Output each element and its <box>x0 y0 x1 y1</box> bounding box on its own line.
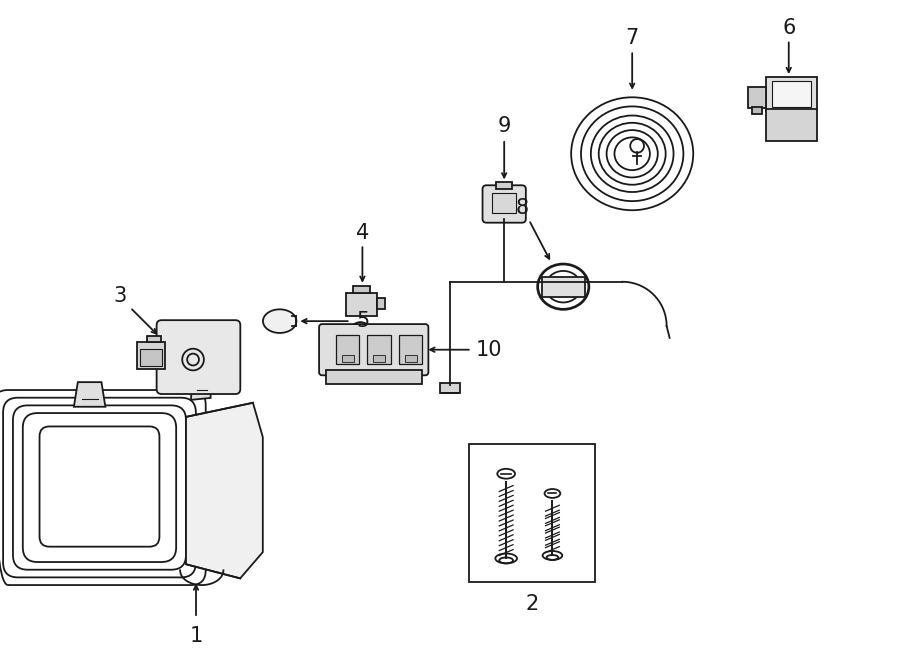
Ellipse shape <box>263 309 296 333</box>
Text: 1: 1 <box>189 626 202 646</box>
Text: 10: 10 <box>476 340 503 360</box>
Bar <box>326 370 422 384</box>
FancyBboxPatch shape <box>40 426 159 547</box>
FancyBboxPatch shape <box>157 320 240 394</box>
Text: 7: 7 <box>626 28 639 48</box>
Bar <box>346 293 377 316</box>
Ellipse shape <box>346 322 375 364</box>
Bar <box>374 354 385 362</box>
Text: 3: 3 <box>113 286 127 305</box>
Bar <box>749 87 766 108</box>
Bar <box>147 336 160 342</box>
Bar <box>492 193 516 213</box>
FancyBboxPatch shape <box>482 185 526 223</box>
Text: 2: 2 <box>525 594 538 613</box>
Ellipse shape <box>544 489 561 498</box>
Ellipse shape <box>498 469 515 479</box>
Polygon shape <box>74 382 105 407</box>
Ellipse shape <box>559 284 567 290</box>
Bar <box>405 354 417 362</box>
Bar <box>752 108 762 114</box>
Bar <box>496 182 512 189</box>
Text: 4: 4 <box>356 223 369 243</box>
Bar <box>353 286 370 293</box>
FancyBboxPatch shape <box>320 324 428 375</box>
Text: 6: 6 <box>782 18 796 38</box>
Text: 5: 5 <box>356 311 370 331</box>
Polygon shape <box>191 372 211 400</box>
Bar <box>367 335 391 364</box>
Bar <box>336 335 359 364</box>
Text: 8: 8 <box>516 198 528 218</box>
Bar <box>399 335 422 364</box>
Bar <box>377 297 385 309</box>
Bar <box>772 81 812 108</box>
Bar <box>766 110 817 141</box>
Bar <box>140 349 161 366</box>
Bar <box>766 77 817 112</box>
Ellipse shape <box>348 330 363 348</box>
Bar <box>542 277 585 297</box>
Bar <box>440 383 460 393</box>
Bar <box>469 444 595 582</box>
Text: 9: 9 <box>498 116 511 136</box>
Polygon shape <box>186 403 263 578</box>
Bar <box>137 342 165 369</box>
Bar <box>342 354 354 362</box>
